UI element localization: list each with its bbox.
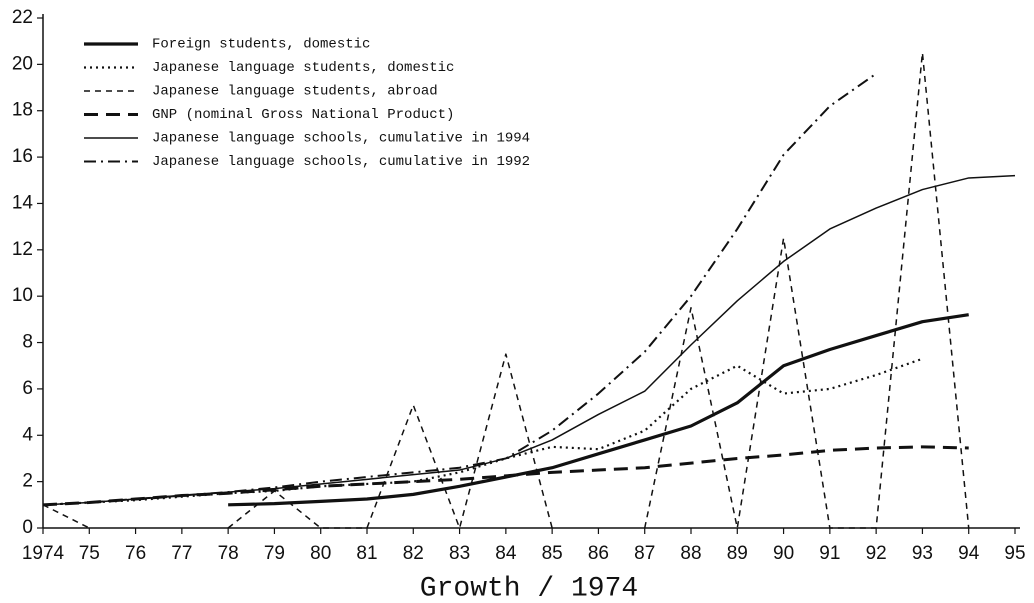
legend-label: Japanese language students, domestic bbox=[152, 60, 454, 76]
x-tick-label: 90 bbox=[773, 543, 794, 564]
series-line bbox=[42, 72, 877, 506]
legend-label: Japanese language schools, cumulative in… bbox=[152, 131, 530, 147]
x-tick-label: 80 bbox=[310, 543, 331, 564]
y-tick-label: 22 bbox=[12, 7, 33, 28]
x-tick-label: 87 bbox=[634, 543, 655, 564]
x-tick-label: 85 bbox=[542, 543, 563, 564]
x-tick-label: 76 bbox=[125, 543, 146, 564]
series-line bbox=[42, 52, 970, 529]
x-tick-label: 89 bbox=[727, 543, 748, 564]
y-tick-label: 4 bbox=[22, 424, 33, 445]
legend-label: GNP (nominal Gross National Product) bbox=[152, 107, 454, 123]
y-tick-label: 6 bbox=[22, 378, 33, 399]
y-tick-label: 20 bbox=[12, 53, 33, 74]
y-tick-label: 2 bbox=[22, 471, 33, 492]
x-tick-label: 75 bbox=[79, 543, 100, 564]
x-tick-label: 95 bbox=[1004, 543, 1025, 564]
x-tick-label: 92 bbox=[866, 543, 887, 564]
y-tick-label: 0 bbox=[22, 517, 33, 538]
y-tick-label: 16 bbox=[12, 146, 33, 167]
x-tick-label: 77 bbox=[171, 543, 192, 564]
x-tick-label: 93 bbox=[912, 543, 933, 564]
x-tick-label: 84 bbox=[495, 543, 517, 564]
x-tick-label: 78 bbox=[218, 543, 239, 564]
x-axis-label: Growth / 1974 bbox=[420, 573, 638, 603]
y-tick-label: 14 bbox=[12, 192, 34, 213]
legend-label: Foreign students, domestic bbox=[152, 37, 370, 53]
y-tick-label: 10 bbox=[12, 285, 33, 306]
y-tick-label: 18 bbox=[12, 100, 33, 121]
legend-label: Japanese language schools, cumulative in… bbox=[152, 154, 530, 170]
series-line bbox=[42, 174, 1016, 506]
x-tick-label: 1974 bbox=[22, 543, 65, 564]
x-tick-label: 91 bbox=[819, 543, 840, 564]
x-tick-label: 86 bbox=[588, 543, 609, 564]
x-tick-label: 81 bbox=[356, 543, 377, 564]
x-tick-label: 94 bbox=[958, 543, 980, 564]
series-line bbox=[42, 357, 923, 506]
x-tick-label: 83 bbox=[449, 543, 470, 564]
x-tick-label: 82 bbox=[403, 543, 424, 564]
legend-label: Japanese language students, abroad bbox=[152, 84, 438, 100]
x-tick-label: 88 bbox=[680, 543, 701, 564]
x-tick-label: 79 bbox=[264, 543, 285, 564]
series-line bbox=[228, 313, 969, 507]
y-tick-label: 12 bbox=[12, 239, 33, 260]
y-tick-label: 8 bbox=[22, 332, 33, 353]
